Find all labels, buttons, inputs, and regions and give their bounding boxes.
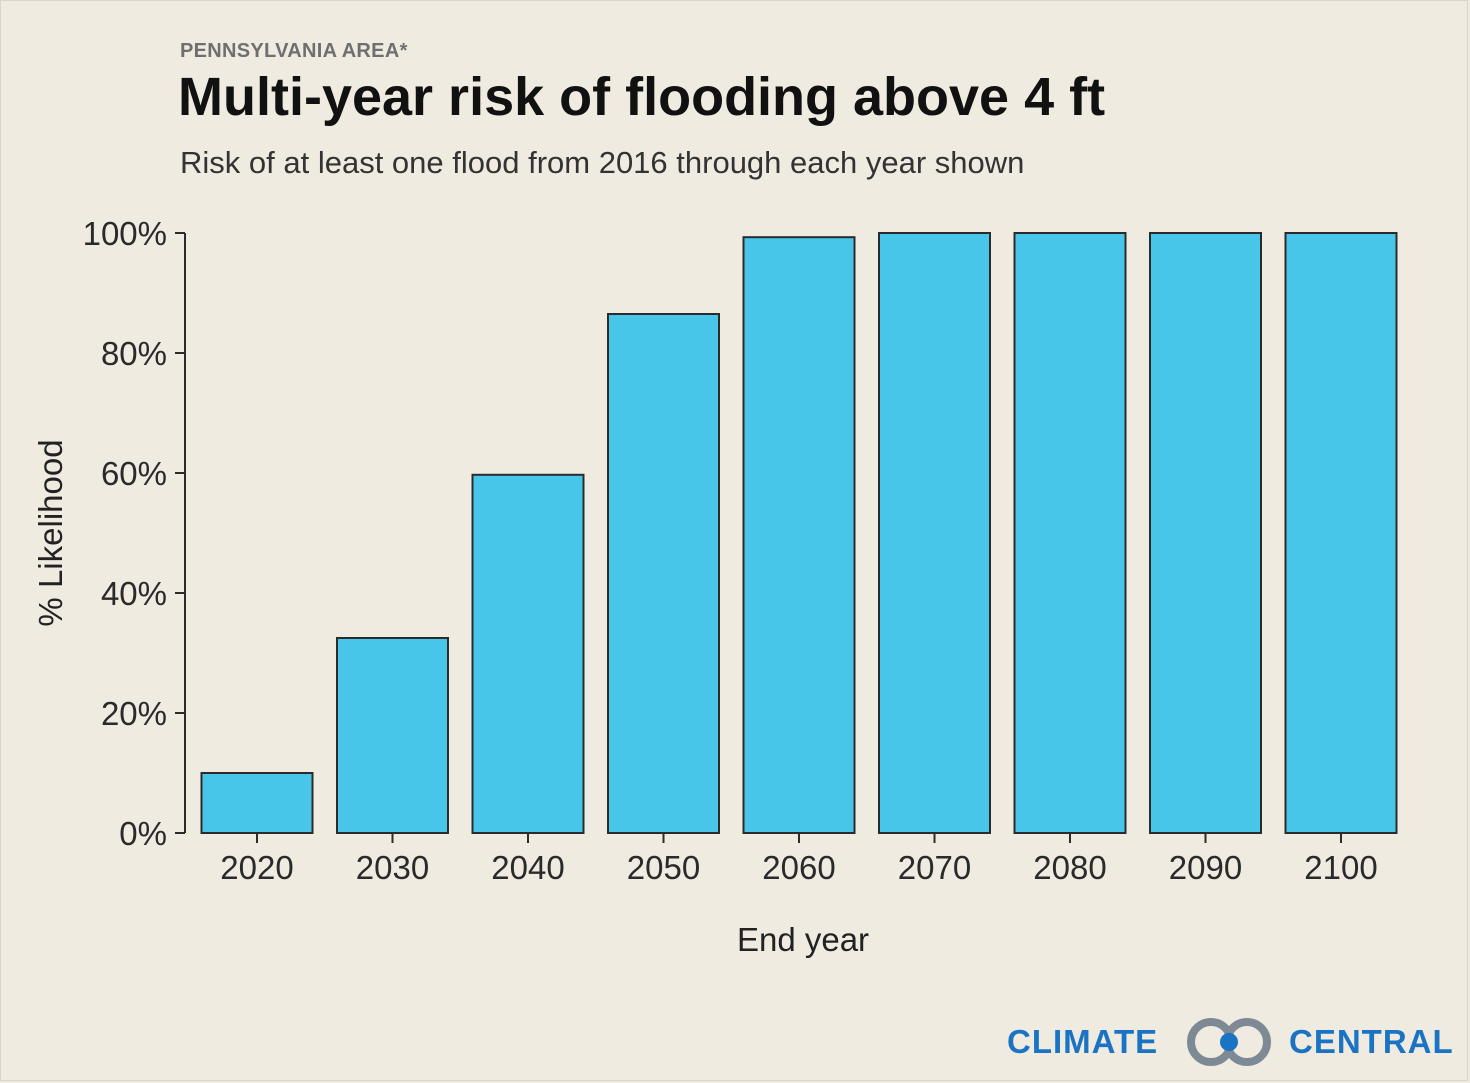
chart-subtitle: Risk of at least one flood from 2016 thr… bbox=[180, 145, 1025, 180]
bar-2030 bbox=[336, 637, 449, 834]
y-tick-label: 60% bbox=[101, 455, 167, 492]
bar-2020 bbox=[200, 772, 314, 834]
y-tick-label: 100% bbox=[83, 215, 167, 252]
bar-2060 bbox=[742, 236, 856, 834]
x-axis-label: End year bbox=[737, 921, 869, 958]
chart-title: Multi-year risk of flooding above 4 ft bbox=[178, 67, 1106, 127]
x-axis: 2020 2030 2040 2050 2060 2070 2080 2090 2100 bbox=[220, 833, 1378, 886]
x-tick-label: 2080 bbox=[1033, 849, 1106, 886]
x-tick-label: 2070 bbox=[898, 849, 971, 886]
logo-right-text: CENTRAL bbox=[1289, 1023, 1454, 1060]
x-tick-label: 2050 bbox=[627, 849, 700, 886]
x-tick-label: 2100 bbox=[1304, 849, 1377, 886]
x-tick-label: 2030 bbox=[356, 849, 429, 886]
bar-2090 bbox=[1149, 232, 1262, 834]
y-axis: 0% 20% 40% 60% 80% 100% bbox=[83, 215, 186, 852]
bar-2050 bbox=[607, 313, 720, 834]
y-tick-label: 20% bbox=[101, 695, 167, 732]
bar-2100 bbox=[1284, 232, 1398, 834]
bar-2080 bbox=[1013, 232, 1127, 834]
linked-rings-icon bbox=[1187, 1018, 1271, 1066]
climate-central-logo: CLIMATE CENTRAL bbox=[1005, 1012, 1465, 1072]
y-tick-label: 40% bbox=[101, 575, 167, 612]
y-axis-label: % Likelihood bbox=[32, 439, 69, 626]
bars-group bbox=[200, 232, 1398, 834]
y-tick-label: 80% bbox=[101, 335, 167, 372]
x-tick-label: 2040 bbox=[491, 849, 564, 886]
y-tick-label: 0% bbox=[119, 815, 167, 852]
x-tick-label: 2020 bbox=[220, 849, 293, 886]
bar-2040 bbox=[471, 473, 585, 834]
bar-2070 bbox=[878, 232, 991, 834]
x-tick-label: 2060 bbox=[762, 849, 835, 886]
bar-chart: 0%20%40%60%80%100% 2020 2030 2040 2050 2060 2… bbox=[32, 215, 1398, 958]
chart-kicker: PENNSYLVANIA AREA* bbox=[180, 40, 408, 62]
x-tick-label: 2090 bbox=[1169, 849, 1242, 886]
logo-left-text: CLIMATE bbox=[1007, 1023, 1159, 1060]
